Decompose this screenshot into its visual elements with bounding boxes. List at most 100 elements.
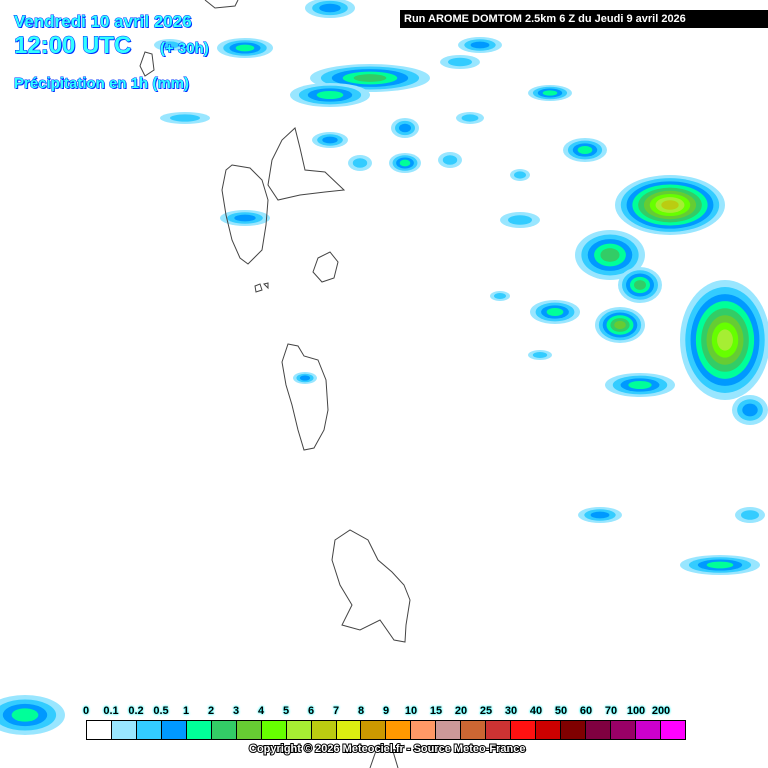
- valid-date: Vendredi 10 avril 2026: [14, 12, 193, 32]
- legend-label: 0.2: [128, 705, 144, 717]
- dominica: [281, 343, 329, 451]
- legend-swatch: [461, 721, 487, 739]
- legend-swatch: [161, 721, 187, 739]
- legend-label: 40: [529, 705, 543, 717]
- valid-time: 12:00 UTC: [13, 32, 132, 60]
- legend-swatch: [660, 721, 685, 739]
- legend-label: 8: [357, 705, 365, 717]
- precip-cell: [600, 248, 620, 262]
- legend-label: 0: [82, 705, 90, 717]
- legend-swatch: [211, 721, 237, 739]
- precip-cell: [661, 200, 679, 210]
- precip-cell: [741, 510, 759, 520]
- coastlines: [139, 0, 411, 768]
- marie-galante: [312, 251, 339, 283]
- variable-title: Précipitation en 1h (mm): [13, 75, 190, 93]
- legend-swatch: [486, 721, 512, 739]
- legend-swatch: [411, 721, 437, 739]
- les-saintes: [254, 282, 269, 293]
- legend-swatch: [186, 721, 212, 739]
- legend-label: 200: [651, 705, 671, 717]
- color-legend: [86, 720, 686, 740]
- precip-cell: [442, 155, 458, 165]
- precip-cell: [316, 91, 344, 99]
- legend-swatch: [111, 721, 137, 739]
- precip-cell: [577, 146, 593, 154]
- martinique: [331, 529, 411, 643]
- legend-label: 0.5: [153, 705, 169, 717]
- copyright: Copyright © 2026 Meteociel.fr - Source M…: [248, 742, 526, 756]
- precipitation-layer: [0, 0, 768, 735]
- precip-cell: [717, 329, 733, 351]
- precip-cell: [160, 41, 180, 49]
- legend-label: 2: [207, 705, 215, 717]
- precip-cell: [352, 158, 368, 168]
- precip-cell: [299, 375, 311, 381]
- legend-label: 10: [404, 705, 418, 717]
- legend-swatch: [635, 721, 661, 739]
- legend-label: 9: [382, 705, 390, 717]
- precip-cell: [170, 114, 200, 122]
- precip-cell: [234, 214, 256, 222]
- precip-cell: [614, 320, 626, 330]
- legend-label: 25: [479, 705, 493, 717]
- legend-swatch: [561, 721, 587, 739]
- precip-cell: [542, 90, 558, 96]
- legend-label: 100: [626, 705, 646, 717]
- precip-cell: [353, 74, 387, 82]
- legend-label: 5: [282, 705, 290, 717]
- precip-cell: [546, 308, 564, 316]
- precip-cell: [461, 114, 479, 122]
- montserrat: [139, 51, 155, 77]
- precip-cell: [399, 123, 411, 133]
- legend-swatch: [536, 721, 562, 739]
- precip-cell: [514, 171, 526, 179]
- legend-swatch: [586, 721, 612, 739]
- legend-swatch: [286, 721, 312, 739]
- precip-cell: [322, 136, 338, 144]
- precip-cell: [706, 561, 734, 569]
- legend-label: 70: [604, 705, 618, 717]
- legend-label: 3: [232, 705, 240, 717]
- legend-swatch: [261, 721, 287, 739]
- precip-cell: [634, 280, 646, 290]
- precip-cell: [494, 293, 506, 299]
- precip-cell: [235, 44, 255, 52]
- saint-lucia: [369, 744, 399, 768]
- precip-cell: [590, 511, 610, 519]
- antigua-edge: [204, 0, 239, 9]
- legend-swatch: [311, 721, 337, 739]
- legend-swatch: [386, 721, 412, 739]
- legend-swatch: [361, 721, 387, 739]
- legend-label: 0.1: [103, 705, 119, 717]
- legend-label: 20: [454, 705, 468, 717]
- legend-label: 4: [257, 705, 265, 717]
- legend-label: 7: [332, 705, 340, 717]
- precip-cell: [742, 403, 758, 417]
- legend-swatch: [87, 721, 112, 739]
- legend-swatch: [236, 721, 262, 739]
- lead-time: (+ 30h): [160, 40, 210, 58]
- legend-swatch: [136, 721, 162, 739]
- legend-label: 50: [554, 705, 568, 717]
- legend-label: 15: [429, 705, 443, 717]
- legend-swatch: [611, 721, 636, 739]
- precip-cell: [11, 708, 39, 722]
- legend-label: 1: [182, 705, 190, 717]
- legend-label: 6: [307, 705, 315, 717]
- run-info: Run AROME DOMTOM 2.5km 6 Z du Jeudi 9 av…: [400, 10, 768, 28]
- precip-cell: [319, 3, 341, 13]
- legend-swatch: [336, 721, 362, 739]
- guadeloupe-basse-terre: [221, 164, 269, 265]
- precip-cell: [532, 352, 548, 358]
- precip-cell: [628, 381, 652, 389]
- legend-swatch: [436, 721, 462, 739]
- legend-label: 30: [504, 705, 518, 717]
- precip-cell: [399, 159, 411, 167]
- precip-cell: [470, 41, 490, 49]
- legend-label: 60: [579, 705, 593, 717]
- legend-swatch: [511, 721, 537, 739]
- guadeloupe-grande-terre: [267, 127, 346, 201]
